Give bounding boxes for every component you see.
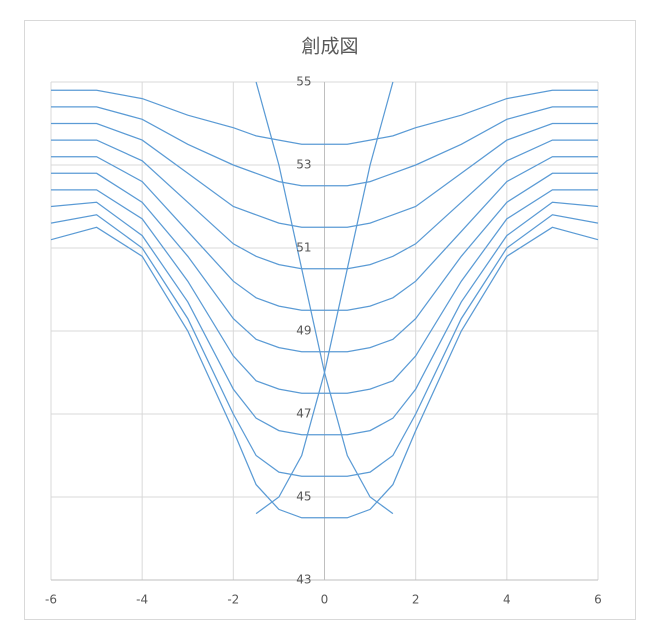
x-tick-label: 4 bbox=[503, 593, 511, 607]
y-tick-label: 51 bbox=[296, 241, 311, 255]
y-tick-label: 45 bbox=[296, 490, 311, 504]
y-tick-label: 43 bbox=[296, 573, 311, 587]
y-tick-label: 49 bbox=[296, 324, 311, 338]
series-line bbox=[51, 122, 598, 228]
x-tick-label: 2 bbox=[412, 593, 420, 607]
series-line bbox=[50, 201, 599, 436]
y-tick-label: 47 bbox=[296, 407, 311, 421]
series-line bbox=[50, 214, 599, 477]
y-tick-label: 55 bbox=[296, 75, 311, 89]
chart-border bbox=[24, 20, 636, 620]
series-line bbox=[51, 89, 598, 145]
x-tick-label: -2 bbox=[227, 593, 239, 607]
series-line bbox=[50, 226, 599, 519]
series-line bbox=[51, 189, 598, 394]
y-tick-label: 53 bbox=[296, 158, 311, 172]
series-line bbox=[51, 156, 598, 311]
series-line bbox=[51, 106, 598, 187]
x-tick-label: 0 bbox=[321, 593, 329, 607]
series-line bbox=[51, 172, 598, 353]
x-tick-label: -4 bbox=[136, 593, 148, 607]
x-tick-label: -6 bbox=[45, 593, 57, 607]
chart-title: 創成図 bbox=[301, 36, 358, 58]
series-line bbox=[255, 81, 394, 515]
series-line bbox=[51, 139, 598, 270]
x-tick-label: 6 bbox=[594, 593, 602, 607]
